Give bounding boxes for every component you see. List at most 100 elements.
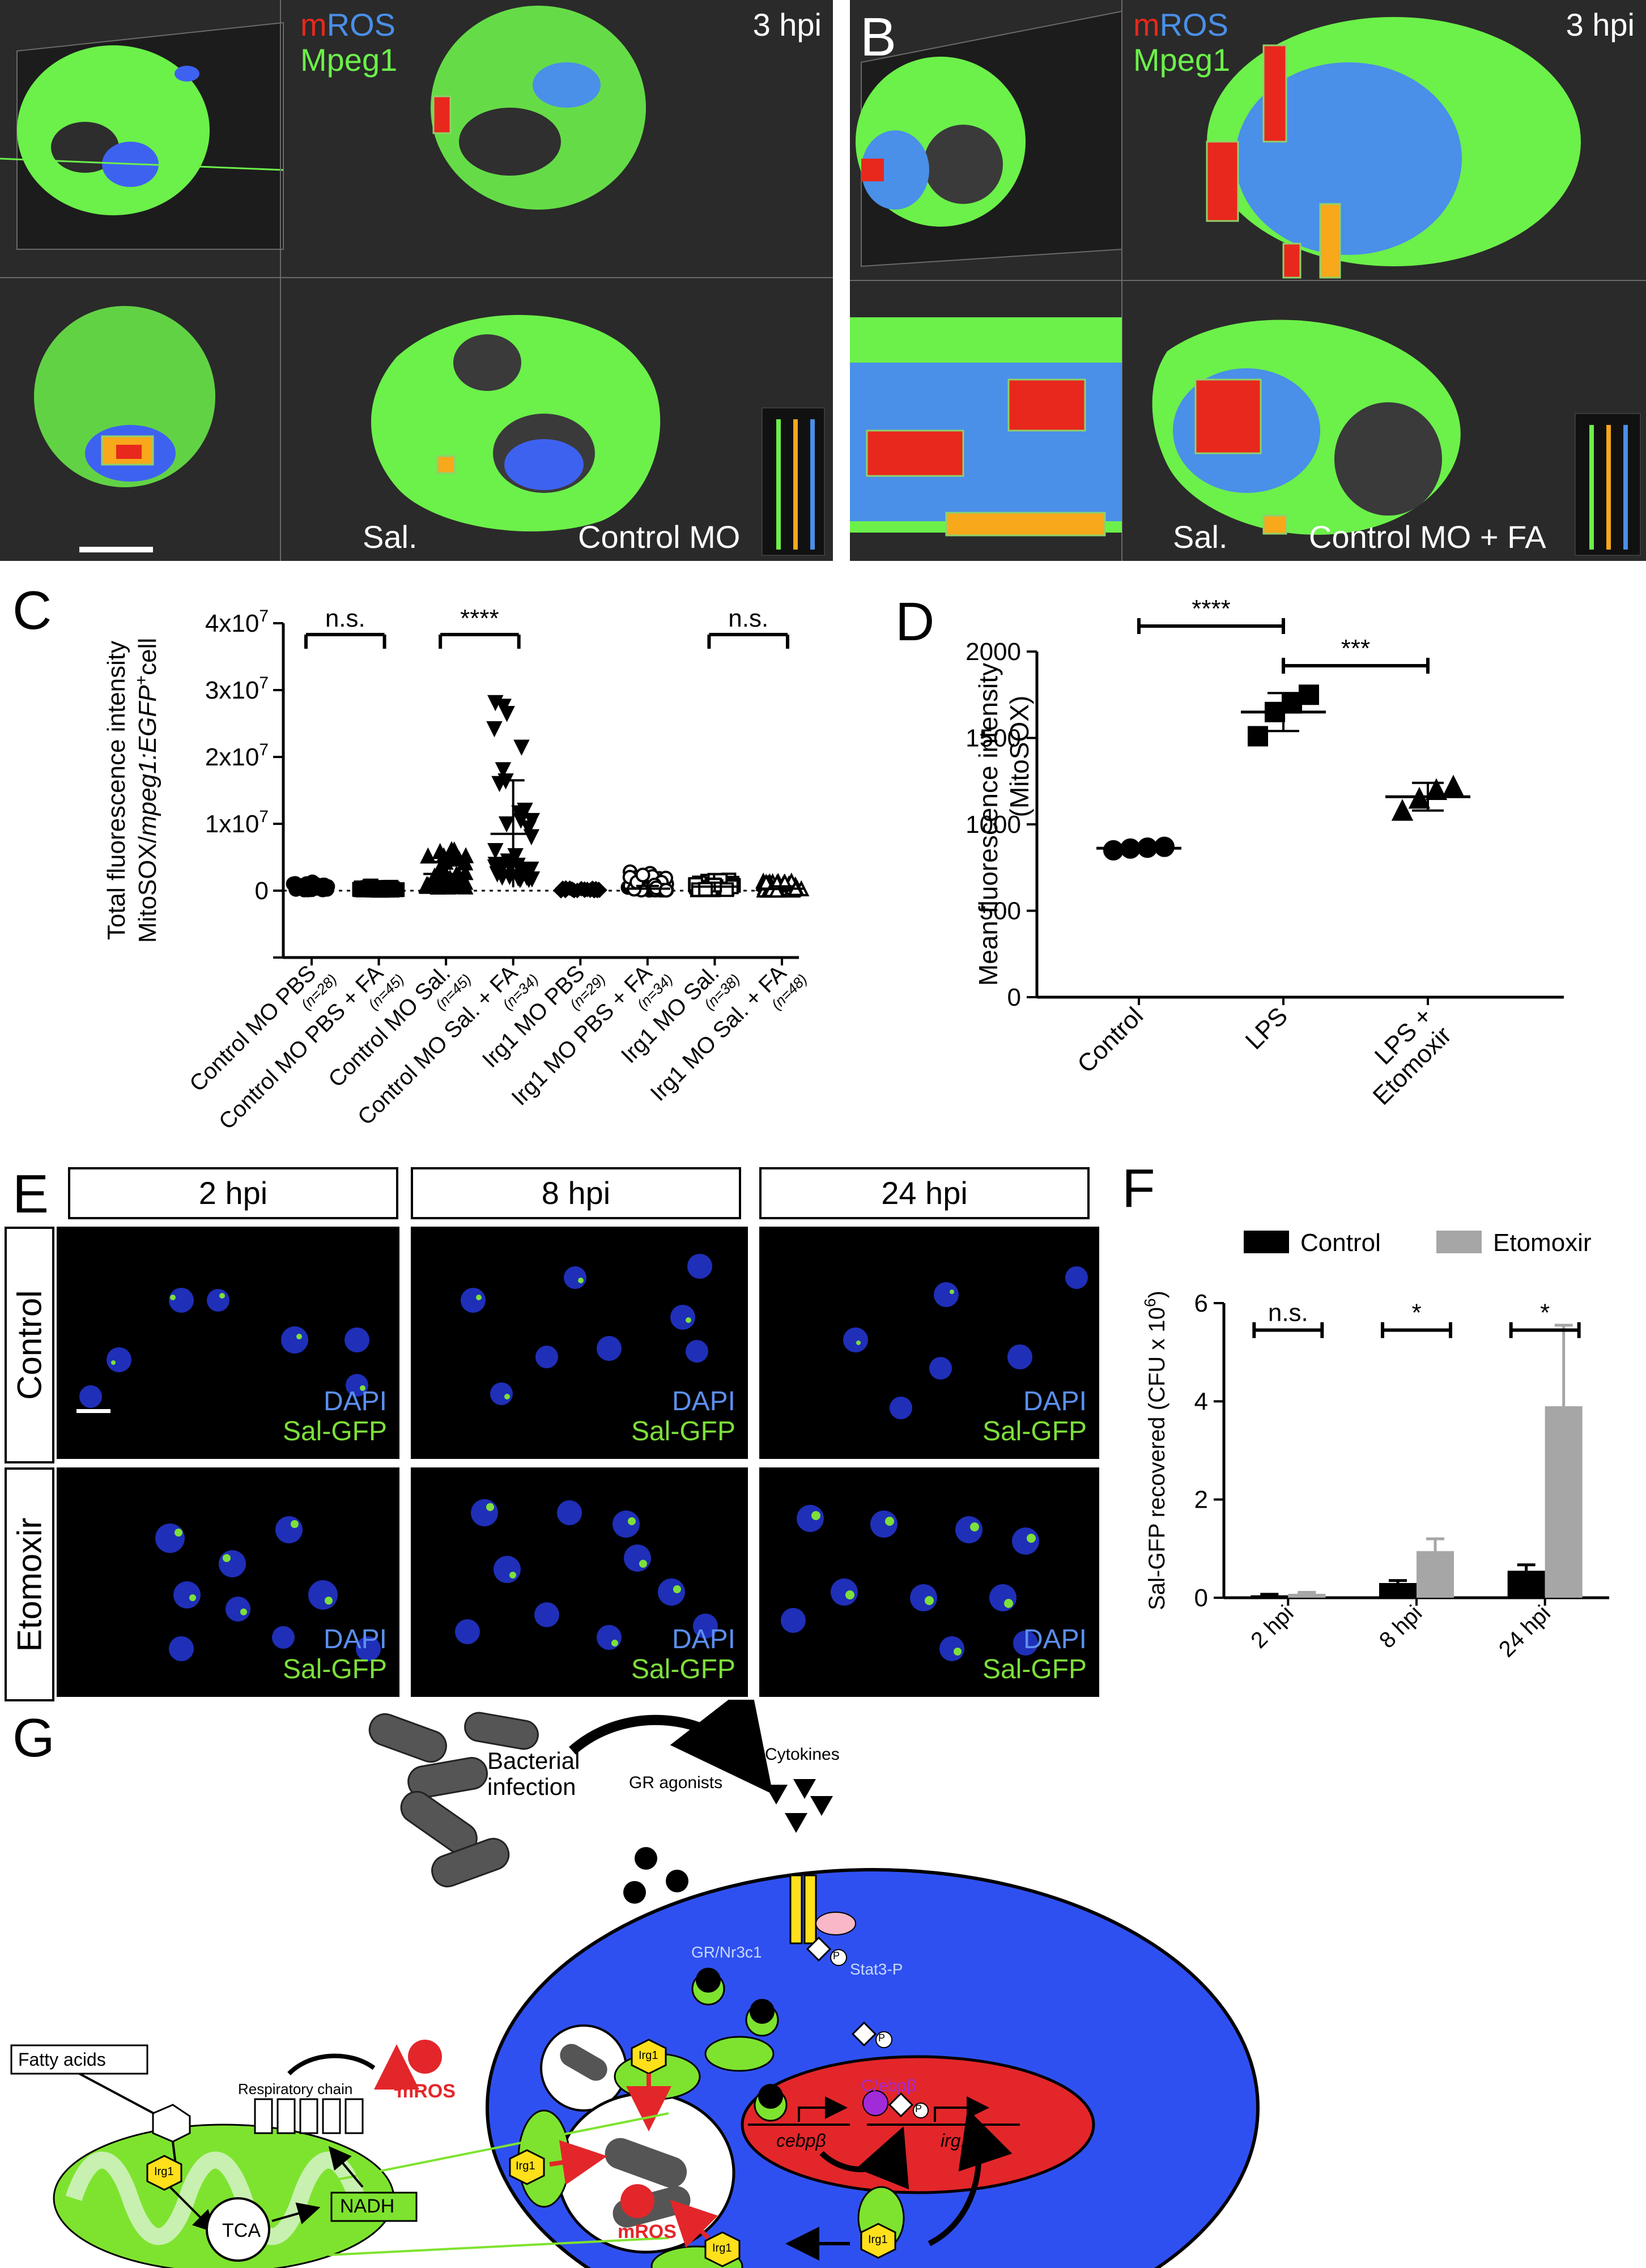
d-point [1299, 684, 1319, 705]
d-point [1391, 799, 1414, 821]
c-point [457, 873, 474, 890]
c-point [495, 762, 512, 778]
row-label-control-box: Control [5, 1227, 54, 1463]
f-y-axis-label: Sal-GFP recovered (CFU x 106) [1141, 1291, 1169, 1610]
panel-b-m-label: m [1133, 7, 1160, 42]
irg1-label-mito: Irg1 [154, 2165, 174, 2178]
panel-a-ros-label: ROS [326, 7, 396, 42]
bacteria-cluster [368, 1712, 539, 1888]
dapi-label: DAPI [323, 1624, 387, 1654]
sal-gfp-label: Sal-GFP [982, 1654, 1087, 1684]
c-y-axis-label-2: MitoSOX/mpeg1:EGFP+cell [132, 638, 161, 943]
bacterial-infection-line1: Bacterial [487, 1747, 580, 1774]
irg1-gene-label: irg1 [941, 2130, 971, 2151]
nadh-label: NADH [340, 2195, 395, 2217]
d-x-tick-label: LPS [1240, 1002, 1293, 1054]
respiratory-chain-label: Respiratory chain [238, 2080, 353, 2097]
f-legend-label-1: Etomoxir [1493, 1229, 1592, 1257]
panel-b-condition-label: Control MO + FA [1309, 519, 1546, 555]
panel-label-g: G [12, 1708, 55, 1768]
panel-label-e: E [12, 1164, 49, 1224]
panel-a-condition-label: Control MO [578, 519, 741, 555]
f-bar-etomoxir [1545, 1406, 1583, 1598]
c-point [768, 881, 785, 898]
c-sig-label: **** [460, 605, 499, 632]
c-point [419, 876, 435, 892]
sal-gfp-label: Sal-GFP [982, 1416, 1087, 1446]
col-header-8hpi: 8 hpi [411, 1167, 741, 1219]
chart-c: 4x107 3x107 2x107 1x107 0 Total fluorescence … [103, 605, 810, 1134]
d-y-axis-label-1: Mean fluorescence intensity [973, 663, 1003, 986]
f-legend-swatch-0 [1244, 1231, 1289, 1253]
panel-b-marker-label: Mpeg1 [1133, 42, 1231, 78]
c-point [513, 812, 529, 829]
irg1-label-cell-3: Irg1 [712, 2242, 732, 2254]
f-y-tick-label: 6 [1194, 1290, 1208, 1317]
c-y-tick-label: 1x107 [205, 807, 269, 838]
f-bar-control [1251, 1595, 1288, 1598]
row-label-etomoxir: Etomoxir [10, 1517, 49, 1652]
c-sig-label: n.s. [728, 605, 768, 632]
panel-a-infection-label: Sal. [363, 519, 418, 555]
panel-a-micrograph: mROS Mpeg1 3 hpi Sal. Control MO [0, 0, 833, 561]
c-point [509, 857, 526, 874]
confocal-control-24hpi: DAPI Sal-GFP [759, 1227, 1099, 1459]
c-y-tick-label: 4x107 [205, 607, 269, 637]
sal-gfp-label: Sal-GFP [282, 1654, 387, 1684]
sal-gfp-label: Sal-GFP [631, 1416, 735, 1446]
f-legend-label-0: Control [1300, 1229, 1381, 1257]
d-y-tick-label: 0 [1007, 984, 1021, 1011]
stat3-label: Stat3-P [850, 1960, 903, 1978]
c-group-5 [620, 864, 674, 898]
dapi-label: DAPI [323, 1386, 387, 1416]
c-point [513, 739, 530, 756]
f-x-tick-label: 2 hpi [1246, 1601, 1298, 1653]
gr-agonists-label: GR agonists [629, 1773, 723, 1792]
irg1-label-cell-1: Irg1 [639, 2049, 658, 2062]
c-point [498, 816, 515, 833]
cytokines-label: Cytokines [765, 1745, 840, 1764]
chart-f: Control Etomoxir 0 2 4 6 Sal-GFP recovered (CF… [1141, 1229, 1609, 1662]
f-x-tick-label: 24 hpi [1494, 1601, 1555, 1662]
panel-b-micrograph: mROS Mpeg1 3 hpi Sal. Control MO + FA [850, 0, 1646, 561]
sal-gfp-label: Sal-GFP [282, 1416, 387, 1446]
c-point [446, 841, 462, 858]
c-point [500, 853, 517, 870]
c-sig-label: n.s. [325, 605, 365, 632]
d-sig-label: **** [1192, 595, 1231, 623]
dapi-label: DAPI [671, 1624, 735, 1654]
gr-nr3c1-label: GR/Nr3c1 [691, 1943, 762, 1961]
f-sig-label: * [1540, 1299, 1550, 1327]
f-bar-control [1507, 1571, 1545, 1598]
d-x-tick-label: Control [1072, 1002, 1149, 1078]
bacterial-infection-label: Bacterial infection [487, 1748, 580, 1800]
panel-a-marker-label: Mpeg1 [300, 42, 398, 78]
c-point [420, 847, 436, 864]
f-bar-etomoxir [1417, 1551, 1454, 1598]
panel-b-infection-label: Sal. [1173, 519, 1228, 555]
cebpb-protein-label: C/ebpβ [861, 2076, 917, 2095]
panel-label-d: D [895, 592, 935, 652]
c-point [487, 695, 504, 712]
c-point [317, 877, 332, 892]
panel-label-c: C [12, 580, 52, 641]
f-y-tick-label: 4 [1194, 1388, 1208, 1415]
panel-b-time-label: 3 hpi [1566, 7, 1635, 42]
panel-a-m-label: m [300, 7, 327, 42]
c-point [698, 882, 713, 897]
d-point [1282, 693, 1302, 714]
c-y-axis-label-1: Total fluorescence intensity [103, 641, 130, 940]
c-point [523, 861, 539, 878]
c-group-3 [486, 695, 541, 888]
stat3-p-label: P [833, 1950, 840, 1961]
d-point [1425, 778, 1448, 800]
panel-b-ros-label: ROS [1159, 7, 1229, 42]
confocal-etomoxir-24hpi: DAPI Sal-GFP [759, 1467, 1099, 1697]
c-y-tick-label: 3x107 [205, 674, 269, 704]
f-y-tick-label: 2 [1194, 1486, 1208, 1514]
dapi-label: DAPI [1023, 1624, 1087, 1654]
c-point [433, 870, 449, 887]
f-bar-etomoxir [1288, 1594, 1326, 1598]
fatty-acids-label: Fatty acids [18, 2049, 106, 2070]
c-point [658, 883, 674, 898]
